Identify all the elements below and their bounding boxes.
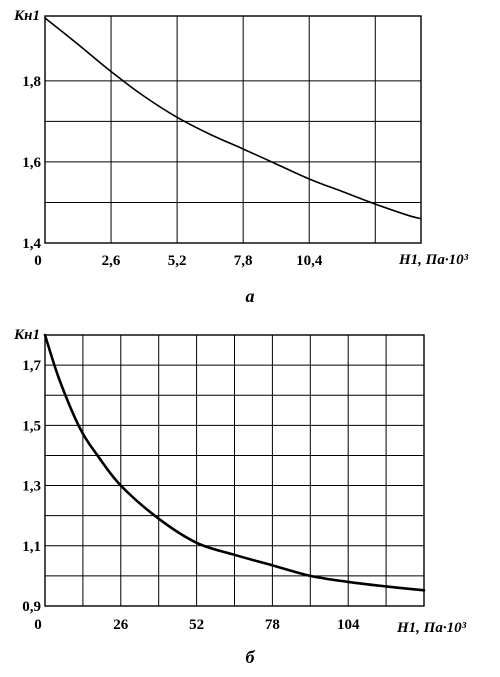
b-x-tick-label: 78 [265,617,280,633]
b-x-tick-label: 26 [113,617,129,633]
b-x-axis-label: Н1, Па·10³ [396,620,467,636]
a-x-tick-label: 2,6 [102,253,121,269]
b-y-axis-label: Кн1 [13,327,40,343]
a-x-tick-label: 10,4 [296,253,323,269]
a-y-tick-label: 1,6 [22,155,41,171]
a-y-tick-label: 1,4 [22,236,41,252]
b-plot-frame [44,334,425,607]
chart-a: 1,4 1,6 1,8 0 2,6 5,2 7,8 10,4 Кн1 Н1, Па·10³ а [13,8,469,306]
chart-b: 0,9 1,1 1,3 1,5 1,7 0 26 52 78 104 Кн1 Н1, Па·10³ б [13,327,467,667]
a-x-tick-label: 5,2 [168,253,187,269]
a-y-axis-label: Кн1 [13,8,40,24]
b-y-tick-label: 1,3 [22,479,41,495]
a-x-tick-label: 7,8 [234,253,253,269]
a-x-tick-label: 0 [34,253,42,269]
b-y-tick-label: 1,5 [22,418,41,434]
a-series-line [44,17,422,220]
a-plot-frame [44,15,422,244]
a-y-tick-label: 1,8 [22,74,41,90]
b-x-tick-label: 104 [337,617,360,633]
b-chart-caption: б [246,647,256,667]
b-x-tick-label: 52 [189,617,204,633]
b-series-line [43,333,426,592]
b-y-tick-label: 1,1 [22,539,41,555]
b-x-tick-label: 0 [34,617,42,633]
a-chart-caption: а [246,286,255,306]
b-y-tick-label: 0,9 [22,599,41,615]
a-x-axis-label: Н1, Па·10³ [398,252,469,268]
b-y-tick-label: 1,7 [22,358,41,374]
